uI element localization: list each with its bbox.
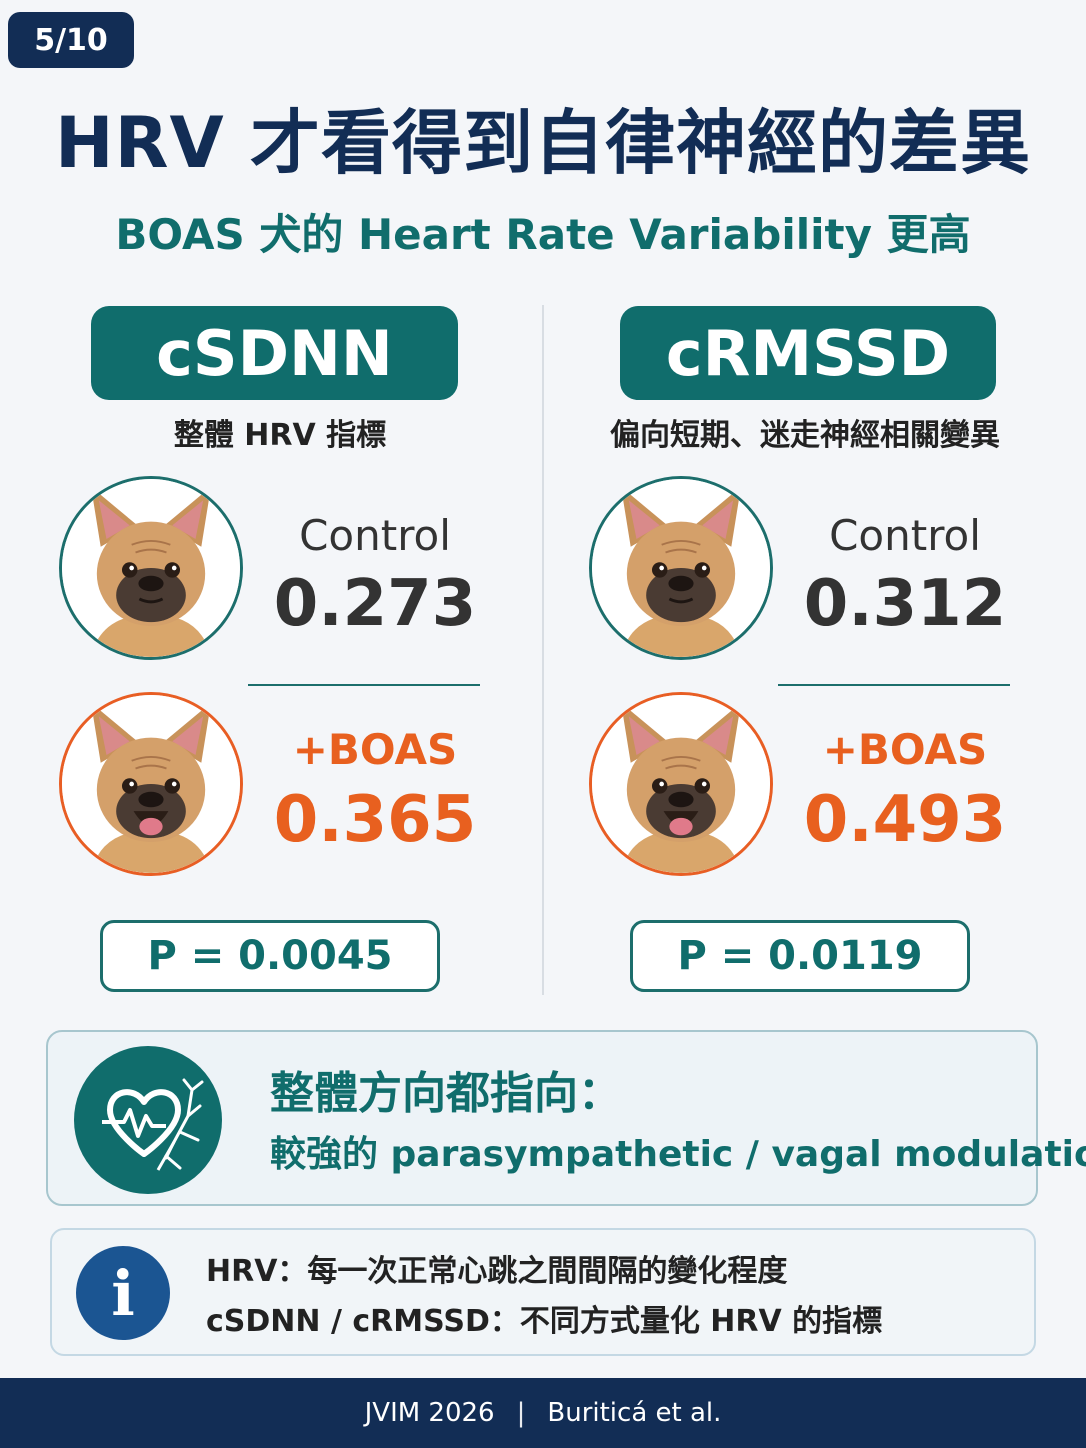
boas-dog-image [59,692,243,876]
page-indicator: 5/10 [8,12,134,68]
heart-pulse-nerve-icon [74,1046,222,1194]
info-line-hrv: HRV：每一次正常心跳之間間隔的變化程度 [206,1254,788,1289]
metric-description: 偏向短期、迷走神經相關變異 [610,418,1000,453]
boas-value: 0.365 [273,783,477,857]
footer-separator: | [516,1398,526,1428]
info-line-metrics: cSDNN / cRMSSD：不同方式量化 HRV 的指標 [206,1304,883,1339]
info-box: i HRV：每一次正常心跳之間間隔的變化程度 cSDNN / cRMSSD：不同… [50,1228,1036,1356]
control-label: Control [829,511,981,560]
control-dog-image [59,476,243,660]
summary-heading: 整體方向都指向： [270,1068,622,1119]
boas-value: 0.493 [803,783,1007,857]
p-value-box: P = 0.0045 [100,920,440,992]
summary-text: 較強的 parasympathetic / vagal modulation [270,1134,1086,1175]
control-value: 0.312 [803,567,1007,641]
column-divider [542,305,544,995]
control-value: 0.273 [273,567,477,641]
metric-column-crmssd: cRMSSD 偏向短期、迷走神經相關變異 Control 0.312 +BOAS… [545,306,1065,1006]
group-separator [778,684,1010,686]
footer-journal: JVIM 2026 [364,1398,495,1428]
boas-label: +BOAS [292,725,458,774]
control-label: Control [299,511,451,560]
boas-dog-image [589,692,773,876]
metric-name-pill: cRMSSD [620,306,996,400]
footer: JVIM 2026 | Buriticá et al. [0,1378,1086,1448]
metric-description: 整體 HRV 指標 [173,418,387,453]
metric-column-csdnn: cSDNN 整體 HRV 指標 Control 0.273 +BOAS 0.36… [15,306,535,1006]
group-separator [248,684,480,686]
footer-authors: Buriticá et al. [547,1398,722,1428]
page-subtitle: BOAS 犬的 Heart Rate Variability 更高 [115,210,971,259]
page-title: HRV 才看得到自律神經的差異 [54,102,1032,184]
metric-name-pill: cSDNN [91,306,458,400]
p-value-box: P = 0.0119 [630,920,970,992]
boas-label: +BOAS [822,725,988,774]
summary-box: 整體方向都指向： 較強的 parasympathetic / vagal mod… [46,1030,1086,1206]
control-dog-image [589,476,773,660]
info-icon: i [76,1246,170,1340]
